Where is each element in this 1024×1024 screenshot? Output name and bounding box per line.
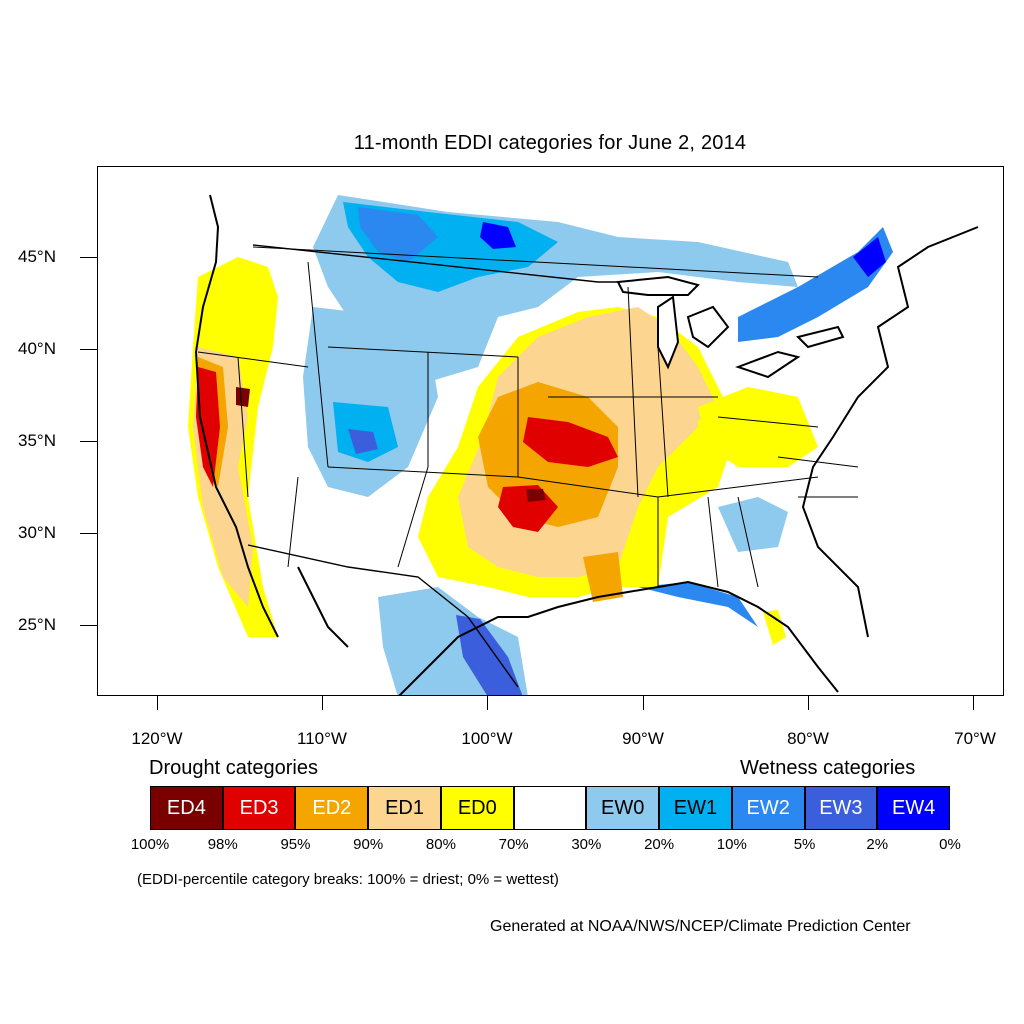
legend-percentile-label: 80% (425, 836, 456, 853)
lat-label-35: 35°N (18, 431, 56, 450)
legend-percentile-label: 5% (793, 836, 816, 853)
legend-percentile-label: 0% (939, 836, 961, 853)
wet-region-north-plains-ew2 (358, 207, 438, 262)
wet-region-north-ew4 (480, 222, 516, 249)
eddi-map (188, 194, 979, 695)
lat-label-30: 30°N (18, 523, 56, 542)
legend-percentile-label: 95% (280, 836, 311, 853)
lat-tick-25 (80, 625, 97, 626)
wet-region-southeast (718, 497, 788, 552)
drought-region-florida-ed0 (763, 610, 786, 645)
legend-note: (EDDI-percentile category breaks: 100% =… (137, 871, 559, 888)
legend-percentile-label: 30% (571, 836, 602, 853)
legend-swatch-ew3: EW3 (804, 786, 878, 830)
lon-label-90: 90°W (622, 729, 664, 748)
lon-label-70: 70°W (954, 729, 996, 748)
lon-tick-80 (808, 696, 809, 710)
lon-tick-70 (973, 696, 974, 710)
lat-tick-35 (80, 441, 97, 442)
legend-percentile-label: 98% (207, 836, 238, 853)
drought-heading: Drought categories (149, 757, 318, 779)
credit-line: Generated at NOAA/NWS/NCEP/Climate Predi… (490, 918, 911, 935)
wet-region-rockies (303, 307, 438, 497)
wet-region-northeast-ew4 (853, 237, 886, 277)
lat-label-25: 25°N (18, 615, 56, 634)
legend-percentile-label: 70% (498, 836, 529, 853)
legend-swatch-ew1: EW1 (659, 786, 732, 830)
lon-tick-100 (487, 696, 488, 710)
lat-label-45: 45°N (18, 247, 56, 266)
lon-label-80: 80°W (787, 729, 829, 748)
map-title: 11-month EDDI categories for June 2, 201… (353, 132, 747, 154)
legend-swatch-ed1: ED1 (368, 786, 441, 830)
us-coastline (194, 194, 979, 695)
legend-swatch-ew0: EW0 (586, 786, 660, 830)
legend-percentile-label: 10% (716, 836, 747, 853)
legend-percentile-label: 20% (644, 836, 675, 853)
lat-tick-40 (80, 349, 97, 350)
wetness-heading: Wetness categories (740, 757, 916, 779)
lon-label-100: 100°W (461, 729, 513, 748)
wet-region-texas-ew3 (456, 615, 523, 695)
lon-tick-90 (643, 696, 644, 710)
lon-tick-110 (322, 696, 323, 710)
drought-region-louisiana-ed2 (583, 552, 623, 602)
drought-region-plains-ed4 (526, 489, 546, 502)
lon-label-120: 120°W (131, 729, 183, 748)
lat-label-40: 40°N (18, 339, 56, 358)
state-boundaries (197, 246, 859, 588)
lon-label-110: 110°W (297, 729, 347, 748)
legend-swatch-ed0: ED0 (440, 786, 514, 830)
lat-tick-30 (80, 533, 97, 534)
drought-region-west-coast-ed3 (196, 367, 220, 487)
legend-swatch-ed4: ED4 (150, 786, 223, 830)
map-panel (97, 166, 1004, 696)
lon-tick-120 (157, 696, 158, 710)
drought-region-plains-ed3-north (523, 417, 618, 467)
lat-tick-45 (80, 257, 97, 258)
wet-region-northeast (738, 227, 893, 342)
legend-swatch-ed3: ED3 (222, 786, 296, 830)
mexico-border (247, 544, 519, 688)
legend-frame (150, 786, 950, 830)
drought-region-ohio-ed0 (698, 387, 818, 467)
legend-percentile-label: 100% (130, 836, 170, 853)
wet-region-gulf (638, 582, 758, 627)
legend-swatch-ew2: EW2 (731, 786, 805, 830)
canada-border (252, 244, 618, 283)
legend-swatch-ed2: ED2 (295, 786, 369, 830)
great-lakes (616, 275, 845, 379)
legend-percentile-label: 90% (353, 836, 384, 853)
drought-region-west-coast-ed4 (236, 387, 250, 407)
legend-percentile-label: 2% (866, 836, 889, 853)
wet-region-rockies-ew3 (348, 429, 378, 454)
